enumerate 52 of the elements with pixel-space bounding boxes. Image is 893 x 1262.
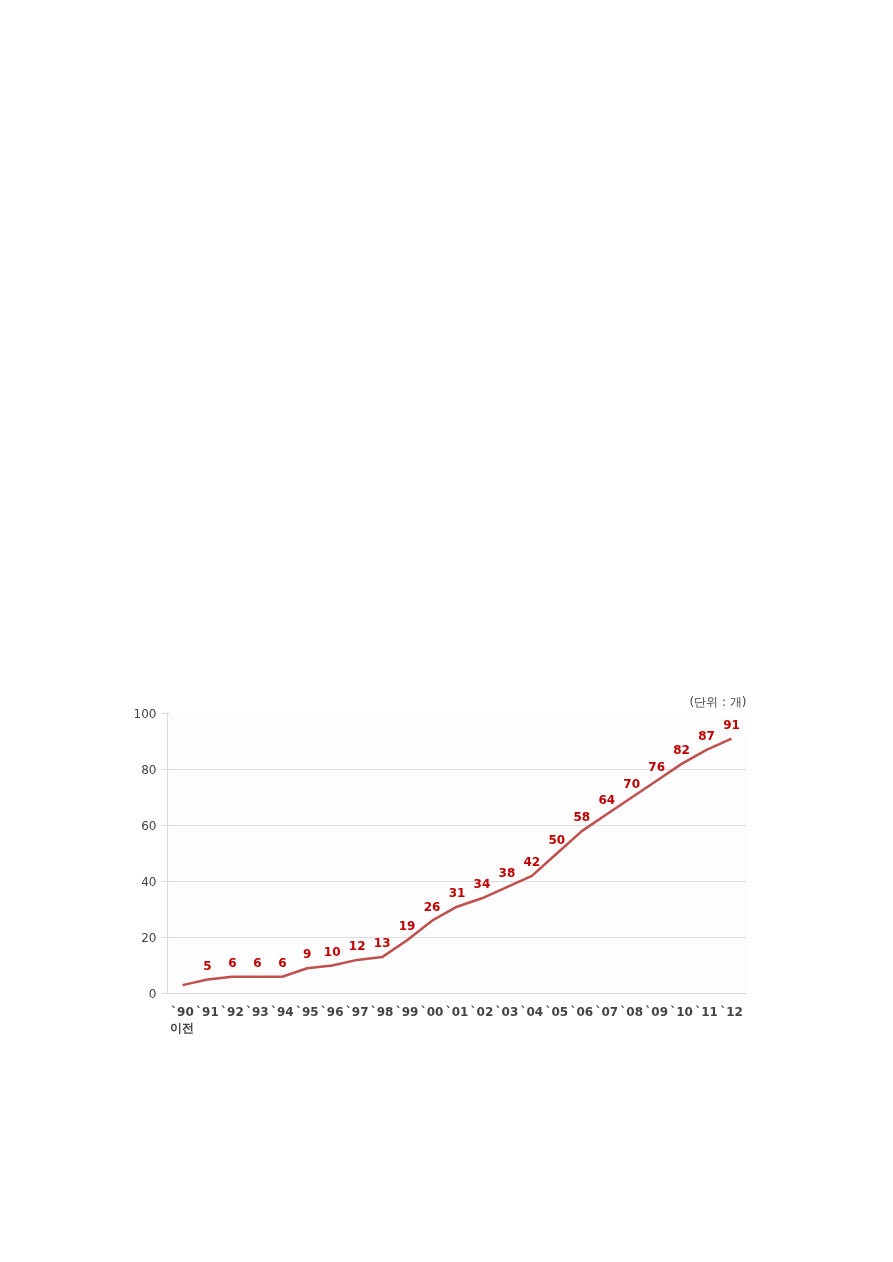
x-tick-label: `97 <box>345 1004 369 1019</box>
data-label: 19 <box>398 919 416 934</box>
x-tick-label: `95 <box>295 1004 319 1019</box>
data-label: 64 <box>598 793 616 808</box>
y-tick-label: 20 <box>141 931 157 945</box>
x-tick-label: `94 <box>270 1004 294 1019</box>
data-label: 91 <box>723 717 740 732</box>
data-label: 58 <box>573 810 591 825</box>
x-tick-label: `10 <box>670 1004 693 1019</box>
data-label: 12 <box>348 938 366 953</box>
x-tick-label: `91 <box>196 1004 219 1019</box>
data-label: 70 <box>623 776 641 791</box>
x-tick-label: `05 <box>545 1004 569 1019</box>
x-tick-label: `04 <box>520 1004 544 1019</box>
y-tick-label: 80 <box>141 763 157 777</box>
x-tick-label: `92 <box>221 1004 244 1019</box>
data-label: 76 <box>648 759 666 774</box>
x-tick-label: `07 <box>595 1004 619 1019</box>
data-label: 10 <box>323 944 341 959</box>
x-tick-label: `11 <box>695 1004 718 1019</box>
y-tick-label: 60 <box>141 819 157 833</box>
x-tick-label: `06 <box>570 1004 594 1019</box>
y-tick-label: 40 <box>141 875 157 889</box>
x-tick-label: `09 <box>645 1004 669 1019</box>
data-label: 38 <box>498 866 516 881</box>
x-tick-label: `02 <box>470 1004 494 1019</box>
x-tick-label: `93 <box>246 1004 269 1019</box>
x-tick-label: `01 <box>445 1004 469 1019</box>
data-label: 6 <box>253 955 262 970</box>
x-tick-label: `08 <box>620 1004 644 1019</box>
data-label: 34 <box>473 877 491 892</box>
x-tick-label: `96 <box>320 1004 344 1019</box>
y-tick-label: 0 <box>148 987 157 1001</box>
data-label: 5 <box>203 958 212 973</box>
text: (단위 : 개) <box>689 694 747 709</box>
data-label: 6 <box>228 955 237 970</box>
data-label: 42 <box>523 854 541 869</box>
x-tick-label: `99 <box>395 1004 419 1019</box>
data-label: 26 <box>423 899 441 914</box>
x-tick-label: `90 이전 <box>170 1004 195 1036</box>
x-tick-label: `12 <box>720 1004 743 1019</box>
x-tick-label: `00 <box>420 1004 444 1019</box>
data-label: 87 <box>698 728 715 743</box>
data-label: 6 <box>278 955 287 970</box>
data-label: 9 <box>303 947 312 962</box>
data-label: 82 <box>673 742 690 757</box>
data-label: 50 <box>548 832 566 847</box>
x-tick-label: `98 <box>370 1004 394 1019</box>
data-label: 31 <box>448 885 466 900</box>
x-tick-label: `03 <box>495 1004 519 1019</box>
data-label: 13 <box>373 936 391 951</box>
y-tick-label: 100 <box>133 707 157 721</box>
